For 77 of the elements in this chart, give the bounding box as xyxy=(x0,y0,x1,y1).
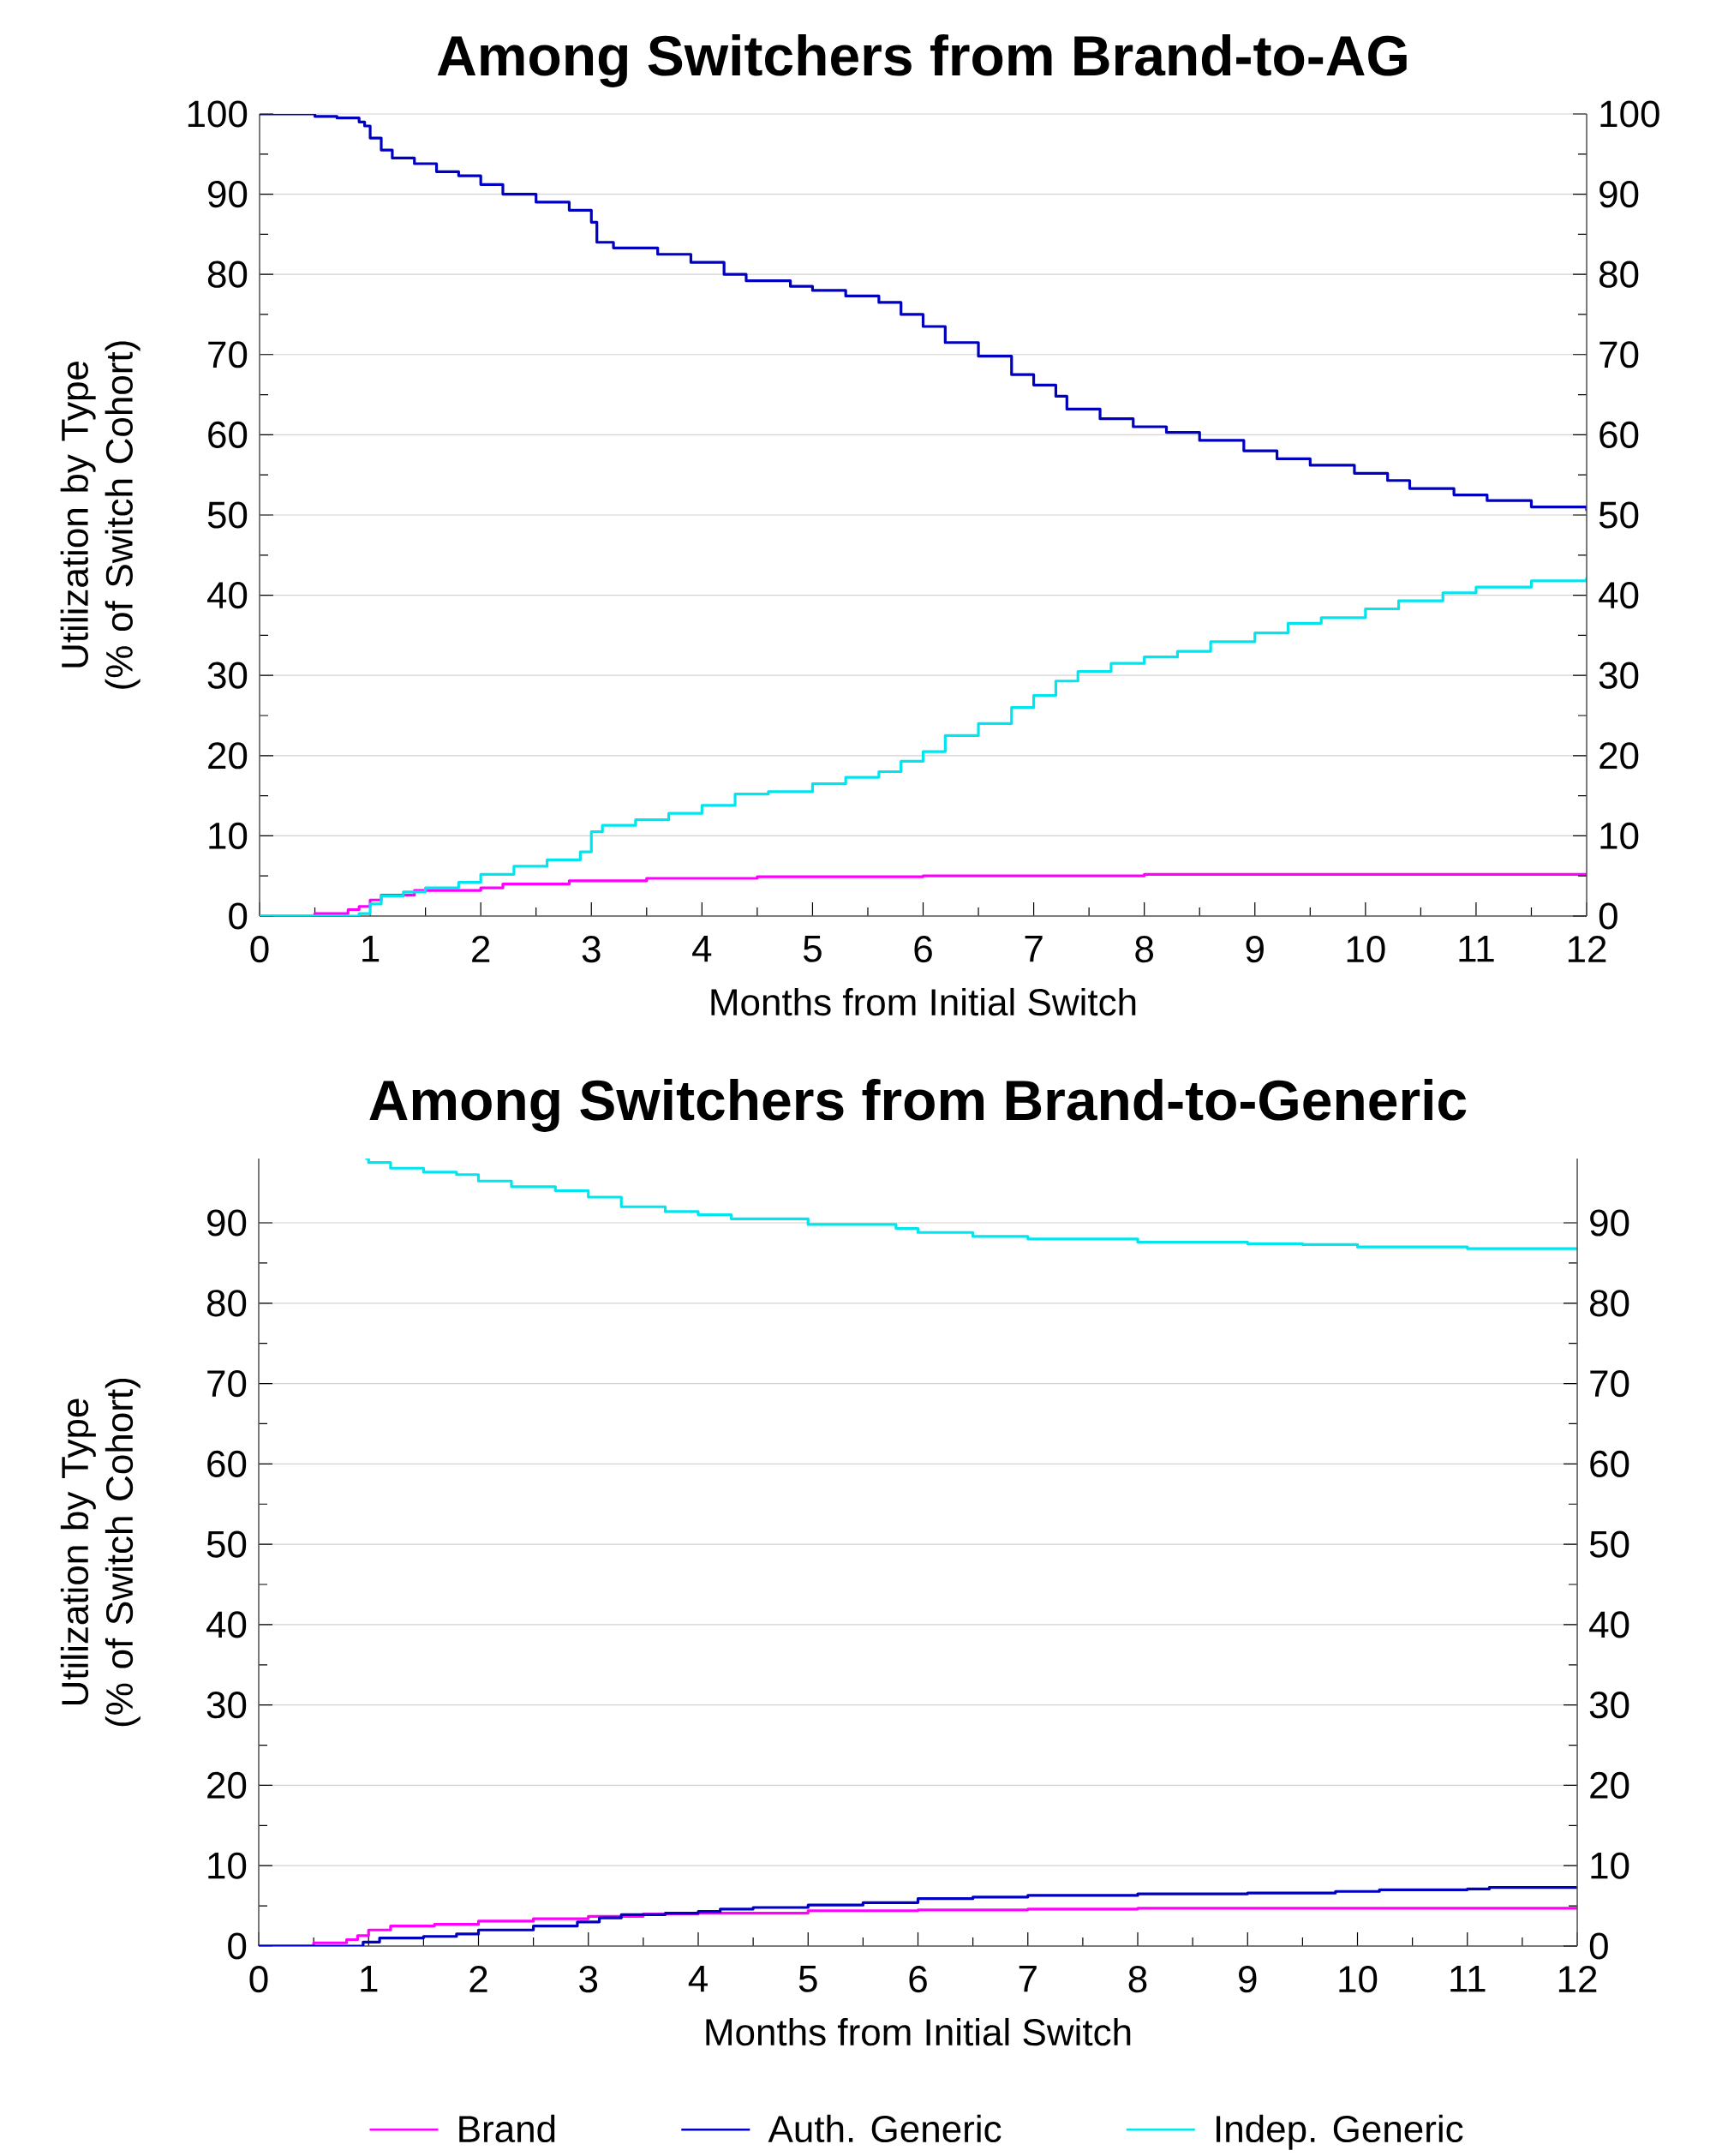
x-tick-label: 11 xyxy=(1459,936,1494,962)
x-tick-label: 3 xyxy=(582,936,601,963)
y2-tick-label: 60 xyxy=(1590,1450,1629,1477)
y-tick-label: 80 xyxy=(207,261,248,288)
x-tick-label: 1 xyxy=(362,936,380,962)
y-tick-label: 50 xyxy=(207,501,248,529)
y2-tick-label: 90 xyxy=(1590,1209,1629,1237)
x-axis-title: Months from Initial Switch xyxy=(706,2017,1131,2046)
y-axis-title: Utilization by Type (% of Switch Cohort) xyxy=(60,341,141,689)
y-tick-label: 100 xyxy=(188,100,248,128)
y2-tick-label: 90 xyxy=(1599,180,1639,208)
x-tick-label: 5 xyxy=(798,1966,817,1992)
y2-tick-label: 70 xyxy=(1599,341,1639,368)
x-tick-label: 0 xyxy=(250,936,269,963)
y-tick-label: 90 xyxy=(207,1209,247,1237)
x-tick-label: 2 xyxy=(469,1966,487,1992)
y-tick-label: 30 xyxy=(206,1692,247,1719)
y2-tick-label: 20 xyxy=(1590,1771,1629,1800)
legend-label: Auth. Generic xyxy=(768,2114,1001,2143)
y2-tick-label: 60 xyxy=(1599,421,1639,448)
y2-tick-label: 80 xyxy=(1599,261,1639,288)
y-tick-label: 20 xyxy=(207,1771,247,1800)
y2-tick-label: 80 xyxy=(1590,1290,1629,1317)
y-tick-label: 40 xyxy=(207,581,248,609)
x-tick-label: 8 xyxy=(1135,936,1153,963)
x-tick-label: 10 xyxy=(1347,936,1385,963)
y2-tick-label: 0 xyxy=(1589,1932,1608,1960)
y2-tick-label: 10 xyxy=(1591,1852,1629,1879)
x-tick-label: 6 xyxy=(909,1966,927,1993)
x-tick-label: 12 xyxy=(1558,1966,1597,1992)
y-axis-title: Utilization by Type (% of Switch Cohort) xyxy=(60,1378,141,1727)
x-tick-label: 12 xyxy=(1568,936,1606,962)
y-tick-label: 70 xyxy=(208,341,248,368)
x-tick-label: 0 xyxy=(249,1966,268,1993)
x-tick-label: 5 xyxy=(803,936,822,962)
y-tick-label: 60 xyxy=(208,421,248,448)
x-axis-title: Months from Initial Switch xyxy=(711,987,1136,1016)
y2-tick-label: 0 xyxy=(1599,902,1617,930)
y2-tick-label: 40 xyxy=(1589,1611,1629,1638)
x-tick-label: 8 xyxy=(1128,1966,1147,1993)
chart-title: Among Switchers from Brand-to-AG xyxy=(437,34,1407,87)
x-tick-label: 1 xyxy=(361,1966,378,1992)
y-tick-label: 50 xyxy=(206,1530,247,1558)
x-tick-label: 3 xyxy=(579,1966,598,1993)
y-tick-label: 70 xyxy=(207,1369,247,1398)
x-tick-label: 7 xyxy=(1019,1966,1037,1992)
x-tick-label: 9 xyxy=(1246,936,1264,963)
y-tick-label: 30 xyxy=(207,662,248,689)
y-tick-label: 0 xyxy=(229,902,248,930)
y2-tick-label: 10 xyxy=(1600,822,1639,849)
x-tick-label: 4 xyxy=(692,936,712,962)
y-tick-label: 10 xyxy=(208,1852,247,1879)
y2-tick-label: 30 xyxy=(1589,1692,1629,1719)
y-tick-label: 0 xyxy=(228,1932,247,1960)
x-tick-label: 4 xyxy=(688,1966,708,1992)
y2-tick-label: 30 xyxy=(1599,662,1639,689)
y2-tick-label: 40 xyxy=(1599,581,1639,609)
legend-label: Indep. Generic xyxy=(1217,2114,1463,2150)
x-tick-label: 6 xyxy=(914,936,932,963)
y2-tick-label: 50 xyxy=(1599,501,1639,529)
y-tick-label: 20 xyxy=(208,742,248,770)
y-tick-label: 60 xyxy=(207,1450,247,1477)
y2-tick-label: 70 xyxy=(1590,1369,1629,1398)
x-tick-label: 10 xyxy=(1339,1966,1378,1993)
legend-label: Brand xyxy=(459,2114,555,2143)
x-tick-label: 2 xyxy=(472,936,490,962)
y-tick-label: 90 xyxy=(208,180,248,208)
x-tick-label: 7 xyxy=(1025,936,1043,962)
y-tick-label: 40 xyxy=(206,1611,247,1638)
chart-title: Among Switchers from Brand-to-Generic xyxy=(369,1079,1467,1132)
x-tick-label: 9 xyxy=(1239,1966,1257,1993)
y2-tick-label: 20 xyxy=(1599,742,1639,770)
x-tick-label: 11 xyxy=(1450,1966,1486,1992)
y-tick-label: 10 xyxy=(209,822,248,849)
y2-tick-label: 100 xyxy=(1600,100,1659,128)
y-tick-label: 80 xyxy=(206,1290,247,1317)
y2-tick-label: 50 xyxy=(1589,1530,1629,1558)
